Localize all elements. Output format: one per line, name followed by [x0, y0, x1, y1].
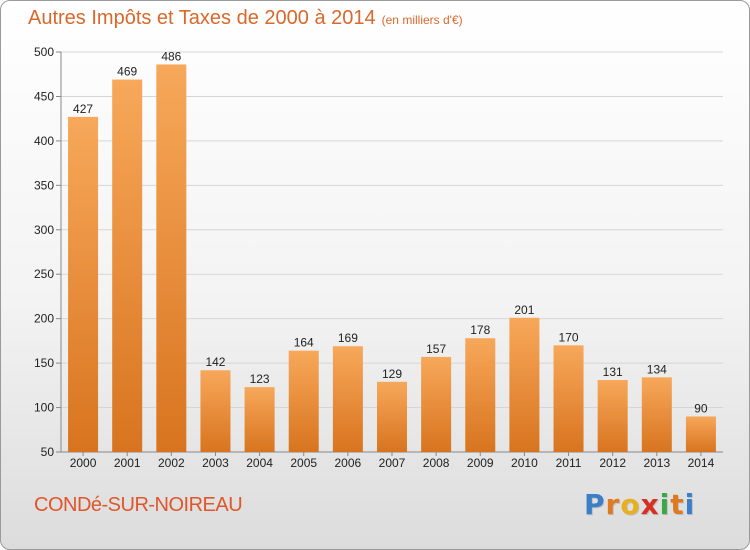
y-tick-label: 300: [34, 223, 54, 237]
x-tick-label: 2004: [246, 456, 273, 470]
data-label: 131: [603, 365, 623, 379]
data-label: 486: [161, 49, 181, 63]
bar: [332, 346, 363, 452]
y-tick-label: 350: [34, 178, 54, 192]
bar: [200, 370, 231, 452]
data-label: 157: [426, 342, 446, 356]
bar: [421, 356, 452, 452]
y-tick-label: 450: [34, 89, 54, 103]
data-label: 134: [647, 362, 667, 376]
x-tick-label: 2000: [70, 456, 97, 470]
bar: [553, 345, 584, 452]
data-label: 170: [559, 330, 579, 344]
logo-letter: x: [640, 488, 660, 521]
logo-letter: t: [670, 488, 685, 521]
x-tick-label: 2011: [556, 456, 582, 470]
commune-name: CONDé-SUR-NOIREAU: [34, 494, 243, 516]
y-tick-label: 150: [34, 356, 54, 370]
logo-letter: o: [620, 488, 641, 521]
data-label: 142: [205, 355, 225, 369]
x-tick-label: 2001: [114, 456, 141, 470]
bar: [509, 317, 540, 452]
logo-letter: i: [684, 488, 696, 521]
x-tick-label: 2007: [379, 456, 406, 470]
x-tick-label: 2014: [688, 456, 715, 470]
bar: [685, 416, 716, 452]
x-tick-label: 2009: [467, 456, 494, 470]
logo-letter: i: [659, 488, 671, 521]
data-label: 427: [73, 102, 93, 116]
logo-letter: P: [584, 488, 606, 521]
bar: [288, 350, 319, 452]
x-tick-label: 2010: [511, 456, 538, 470]
y-tick-label: 100: [34, 401, 54, 415]
x-tick-label: 2013: [643, 456, 670, 470]
bar: [112, 79, 143, 453]
bar: [244, 387, 275, 452]
data-label: 169: [338, 331, 358, 345]
x-tick-label: 2006: [335, 456, 362, 470]
x-tick-label: 2012: [599, 456, 626, 470]
y-tick-label: 50: [41, 445, 55, 459]
y-tick-label: 400: [34, 134, 54, 148]
data-label: 90: [694, 401, 708, 415]
bar: [465, 338, 496, 452]
data-label: 469: [117, 65, 137, 79]
data-label: 123: [250, 372, 270, 386]
bar: [68, 116, 99, 452]
y-tick-label: 250: [34, 267, 54, 281]
data-label: 201: [514, 303, 534, 317]
y-tick-label: 500: [34, 45, 54, 59]
data-label: 164: [294, 336, 314, 350]
data-label: 129: [382, 367, 402, 381]
bar: [376, 381, 408, 452]
bar: [597, 380, 628, 452]
bar: [156, 64, 187, 452]
proxiti-logo: Proxiti: [584, 488, 695, 521]
y-tick-label: 200: [34, 312, 54, 326]
x-tick-label: 2002: [158, 456, 185, 470]
chart-title-text: Autres Impôts et Taxes de 2000 à 2014: [28, 7, 376, 29]
x-tick-label: 2005: [290, 456, 317, 470]
data-label: 178: [470, 323, 490, 337]
x-tick-label: 2003: [202, 456, 229, 470]
x-tick-label: 2008: [423, 456, 450, 470]
logo-letter: r: [605, 488, 621, 521]
chart-title: Autres Impôts et Taxes de 2000 à 2014 (en…: [28, 7, 463, 30]
chart-unit: (en milliers d'€): [381, 13, 463, 27]
bar: [641, 377, 672, 452]
